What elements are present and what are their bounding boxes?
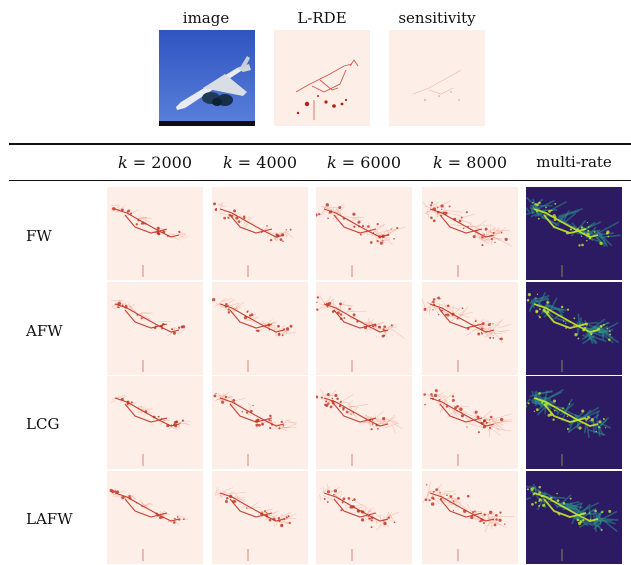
label-l-rde: L-RDE xyxy=(289,9,355,27)
heatmap-tile xyxy=(422,471,518,564)
column-header-k-4000: k = 4000 xyxy=(211,153,309,172)
multi-rate-map xyxy=(526,376,622,469)
row-label-lcg: LCG xyxy=(26,415,59,433)
heatmap-tile xyxy=(212,471,308,564)
column-header-k-8000: k = 8000 xyxy=(421,153,519,172)
heatmap-tile xyxy=(212,282,308,375)
header-rule xyxy=(9,180,631,181)
heatmap-tile xyxy=(107,471,203,564)
column-header-k-6000: k = 6000 xyxy=(315,153,413,172)
multi-rate-map xyxy=(526,471,622,564)
l-rde-map xyxy=(274,30,370,126)
heatmap-tile xyxy=(422,376,518,469)
heatmap-tile xyxy=(107,187,203,280)
heatmap-tile xyxy=(316,282,412,375)
heatmap-tile xyxy=(316,187,412,280)
top-rule xyxy=(9,143,631,145)
heatmap-tile xyxy=(212,376,308,469)
heatmap-tile xyxy=(212,187,308,280)
multi-rate-map xyxy=(526,282,622,375)
heatmap-tile xyxy=(422,187,518,280)
heatmap-tile xyxy=(107,282,203,375)
column-header-k-2000: k = 2000 xyxy=(106,153,204,172)
multi-rate-map xyxy=(526,187,622,280)
heatmap-tile xyxy=(422,282,518,375)
column-header-multi-rate: multi-rate xyxy=(526,153,622,171)
label-sensitivity: sensitivity xyxy=(389,9,485,27)
row-label-afw: AFW xyxy=(26,322,63,340)
label-image: image xyxy=(178,9,234,27)
row-label-lafw: LAFW xyxy=(26,510,73,528)
sensitivity-map xyxy=(389,30,485,126)
heatmap-tile xyxy=(316,471,412,564)
heatmap-tile xyxy=(316,376,412,469)
input-image-airplane xyxy=(159,30,255,126)
heatmap-tile xyxy=(107,376,203,469)
row-label-fw: FW xyxy=(26,227,52,245)
